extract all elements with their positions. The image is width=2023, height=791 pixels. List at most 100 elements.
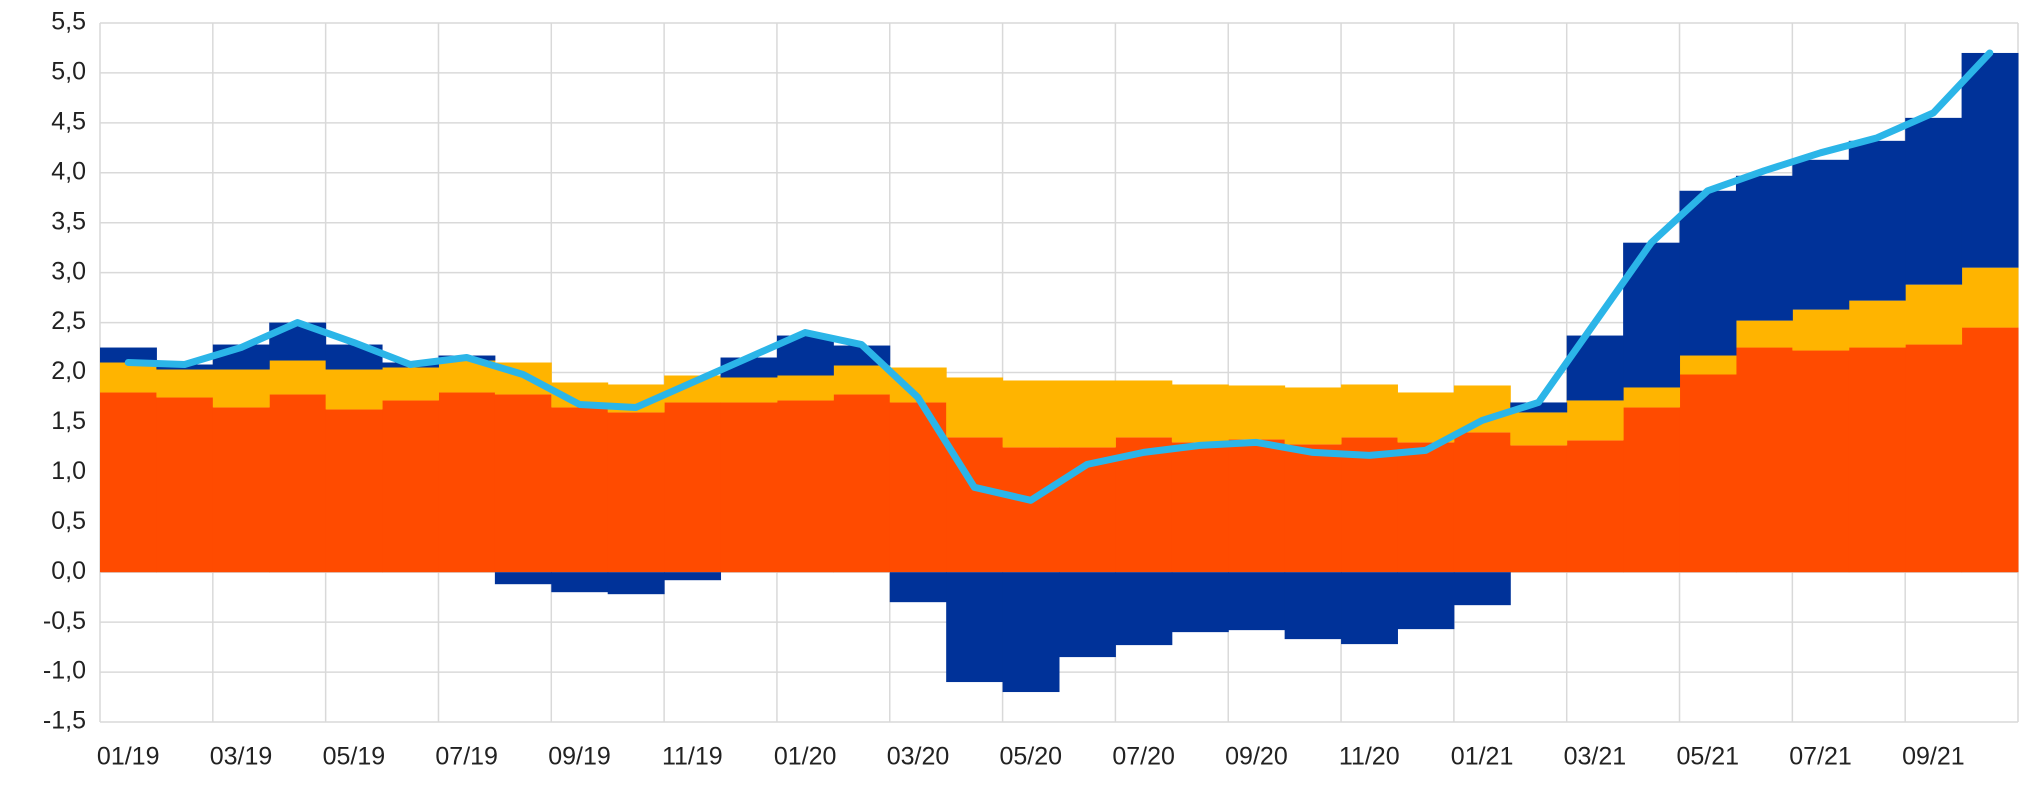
bar-segment	[1453, 572, 1511, 606]
bar-segment	[1341, 384, 1398, 438]
bar-segment	[1623, 387, 1681, 408]
bar-segment	[1848, 300, 1906, 348]
x-tick-label: 09/20	[1225, 743, 1288, 771]
bar-segment	[382, 367, 439, 401]
bar-segment	[1284, 387, 1342, 445]
x-tick-label: 03/21	[1564, 743, 1627, 771]
bar-segment	[1792, 159, 1850, 310]
bar-segment	[1961, 267, 2019, 328]
bar-segment	[833, 394, 891, 573]
bar-segment	[156, 369, 214, 398]
bar-segment	[1115, 572, 1173, 646]
bar-segment	[1397, 442, 1455, 573]
y-tick-label: 4,0	[51, 157, 86, 185]
bar-segment	[1171, 572, 1229, 633]
bar-segment	[1397, 572, 1455, 630]
x-tick-label: 05/20	[1000, 743, 1063, 771]
bar-segment	[720, 402, 778, 573]
y-tick-label: 2,5	[51, 307, 86, 335]
bar-segment	[1566, 400, 1624, 441]
y-tick-label: 0,5	[51, 507, 86, 535]
bar-segment	[1453, 385, 1511, 433]
bar-segment	[1848, 140, 1906, 301]
bar-segment	[1679, 374, 1737, 573]
bar-segment	[1228, 439, 1286, 573]
bar-segment	[1510, 402, 1568, 413]
bar-segment	[1961, 327, 2019, 573]
x-tick-label: 01/20	[774, 743, 837, 771]
bar-segment	[1735, 320, 1793, 348]
bar-segment	[438, 392, 496, 573]
bar-segment	[1905, 344, 1963, 573]
bar-segment	[100, 392, 157, 573]
x-tick-label: 07/21	[1789, 743, 1852, 771]
bar-segment	[494, 572, 552, 585]
y-tick-label: 5,5	[51, 8, 86, 36]
bar-segment	[1397, 392, 1455, 443]
x-tick-label: 11/19	[662, 743, 723, 771]
bar-segment	[1905, 117, 1963, 285]
bar-segment	[946, 377, 1004, 438]
y-tick-label: 5,0	[51, 58, 86, 86]
bar-segment	[1341, 437, 1398, 573]
x-tick-label: 09/21	[1902, 743, 1965, 771]
bar-segment	[946, 572, 1004, 683]
bar-segment	[1510, 445, 1568, 573]
bar-segment	[1735, 175, 1793, 321]
bar-segment	[1679, 355, 1737, 375]
bar-segment	[1284, 572, 1342, 640]
bar-segment	[1002, 447, 1060, 573]
y-tick-label: -1,0	[43, 657, 86, 685]
bar-segment	[1115, 380, 1173, 438]
bar-segment	[551, 407, 609, 573]
bar-segment	[1341, 572, 1398, 645]
bar-segment	[1905, 284, 1963, 345]
x-tick-label: 07/20	[1112, 743, 1175, 771]
bar-segment	[1679, 190, 1737, 356]
x-tick-label: 03/20	[887, 743, 950, 771]
bar-segment	[1228, 572, 1286, 631]
bar-segment	[1792, 350, 1850, 573]
bar-segment	[607, 412, 665, 573]
bar-segment	[889, 572, 947, 603]
bar-segment	[325, 369, 383, 410]
bar-segment	[269, 360, 327, 395]
bar-segment	[776, 400, 834, 573]
x-tick-label: 05/19	[323, 743, 386, 771]
bar-segment	[776, 375, 834, 401]
y-tick-label: 4,5	[51, 107, 86, 135]
bar-segment	[1453, 432, 1511, 573]
bar-segment	[1735, 347, 1793, 573]
y-tick-label: 1,5	[51, 407, 86, 435]
bar-segment	[1623, 242, 1681, 388]
bar-segment	[494, 394, 552, 573]
bar-segment	[720, 377, 778, 403]
y-tick-label: -0,5	[43, 607, 86, 635]
bar-segment	[1171, 384, 1229, 443]
y-tick-label: 3,5	[51, 207, 86, 235]
bar-segment	[1228, 385, 1286, 440]
bar-segment	[664, 572, 722, 581]
x-tick-label: 09/19	[548, 743, 611, 771]
y-tick-label: 1,0	[51, 457, 86, 485]
bar-segment	[664, 402, 722, 573]
y-tick-label: 2,0	[51, 357, 86, 385]
y-tick-label: -1,5	[43, 707, 86, 735]
bar-segment	[156, 397, 214, 573]
bar-segment	[212, 369, 270, 408]
y-tick-label: 3,0	[51, 257, 86, 285]
bar-segment	[607, 572, 665, 595]
x-tick-label: 05/21	[1676, 743, 1739, 771]
bar-segment	[100, 347, 157, 363]
bar-segment	[1848, 347, 1906, 573]
x-tick-label: 07/19	[435, 743, 498, 771]
line-series	[124, 49, 1994, 504]
bar-segment	[1171, 442, 1229, 573]
bar-segment	[269, 394, 327, 573]
x-tick-label: 03/19	[210, 743, 273, 771]
bar-segment	[1284, 444, 1342, 573]
x-tick-label: 01/19	[97, 743, 160, 771]
bar-segment	[1792, 309, 1850, 351]
bar-segment	[1002, 572, 1060, 693]
